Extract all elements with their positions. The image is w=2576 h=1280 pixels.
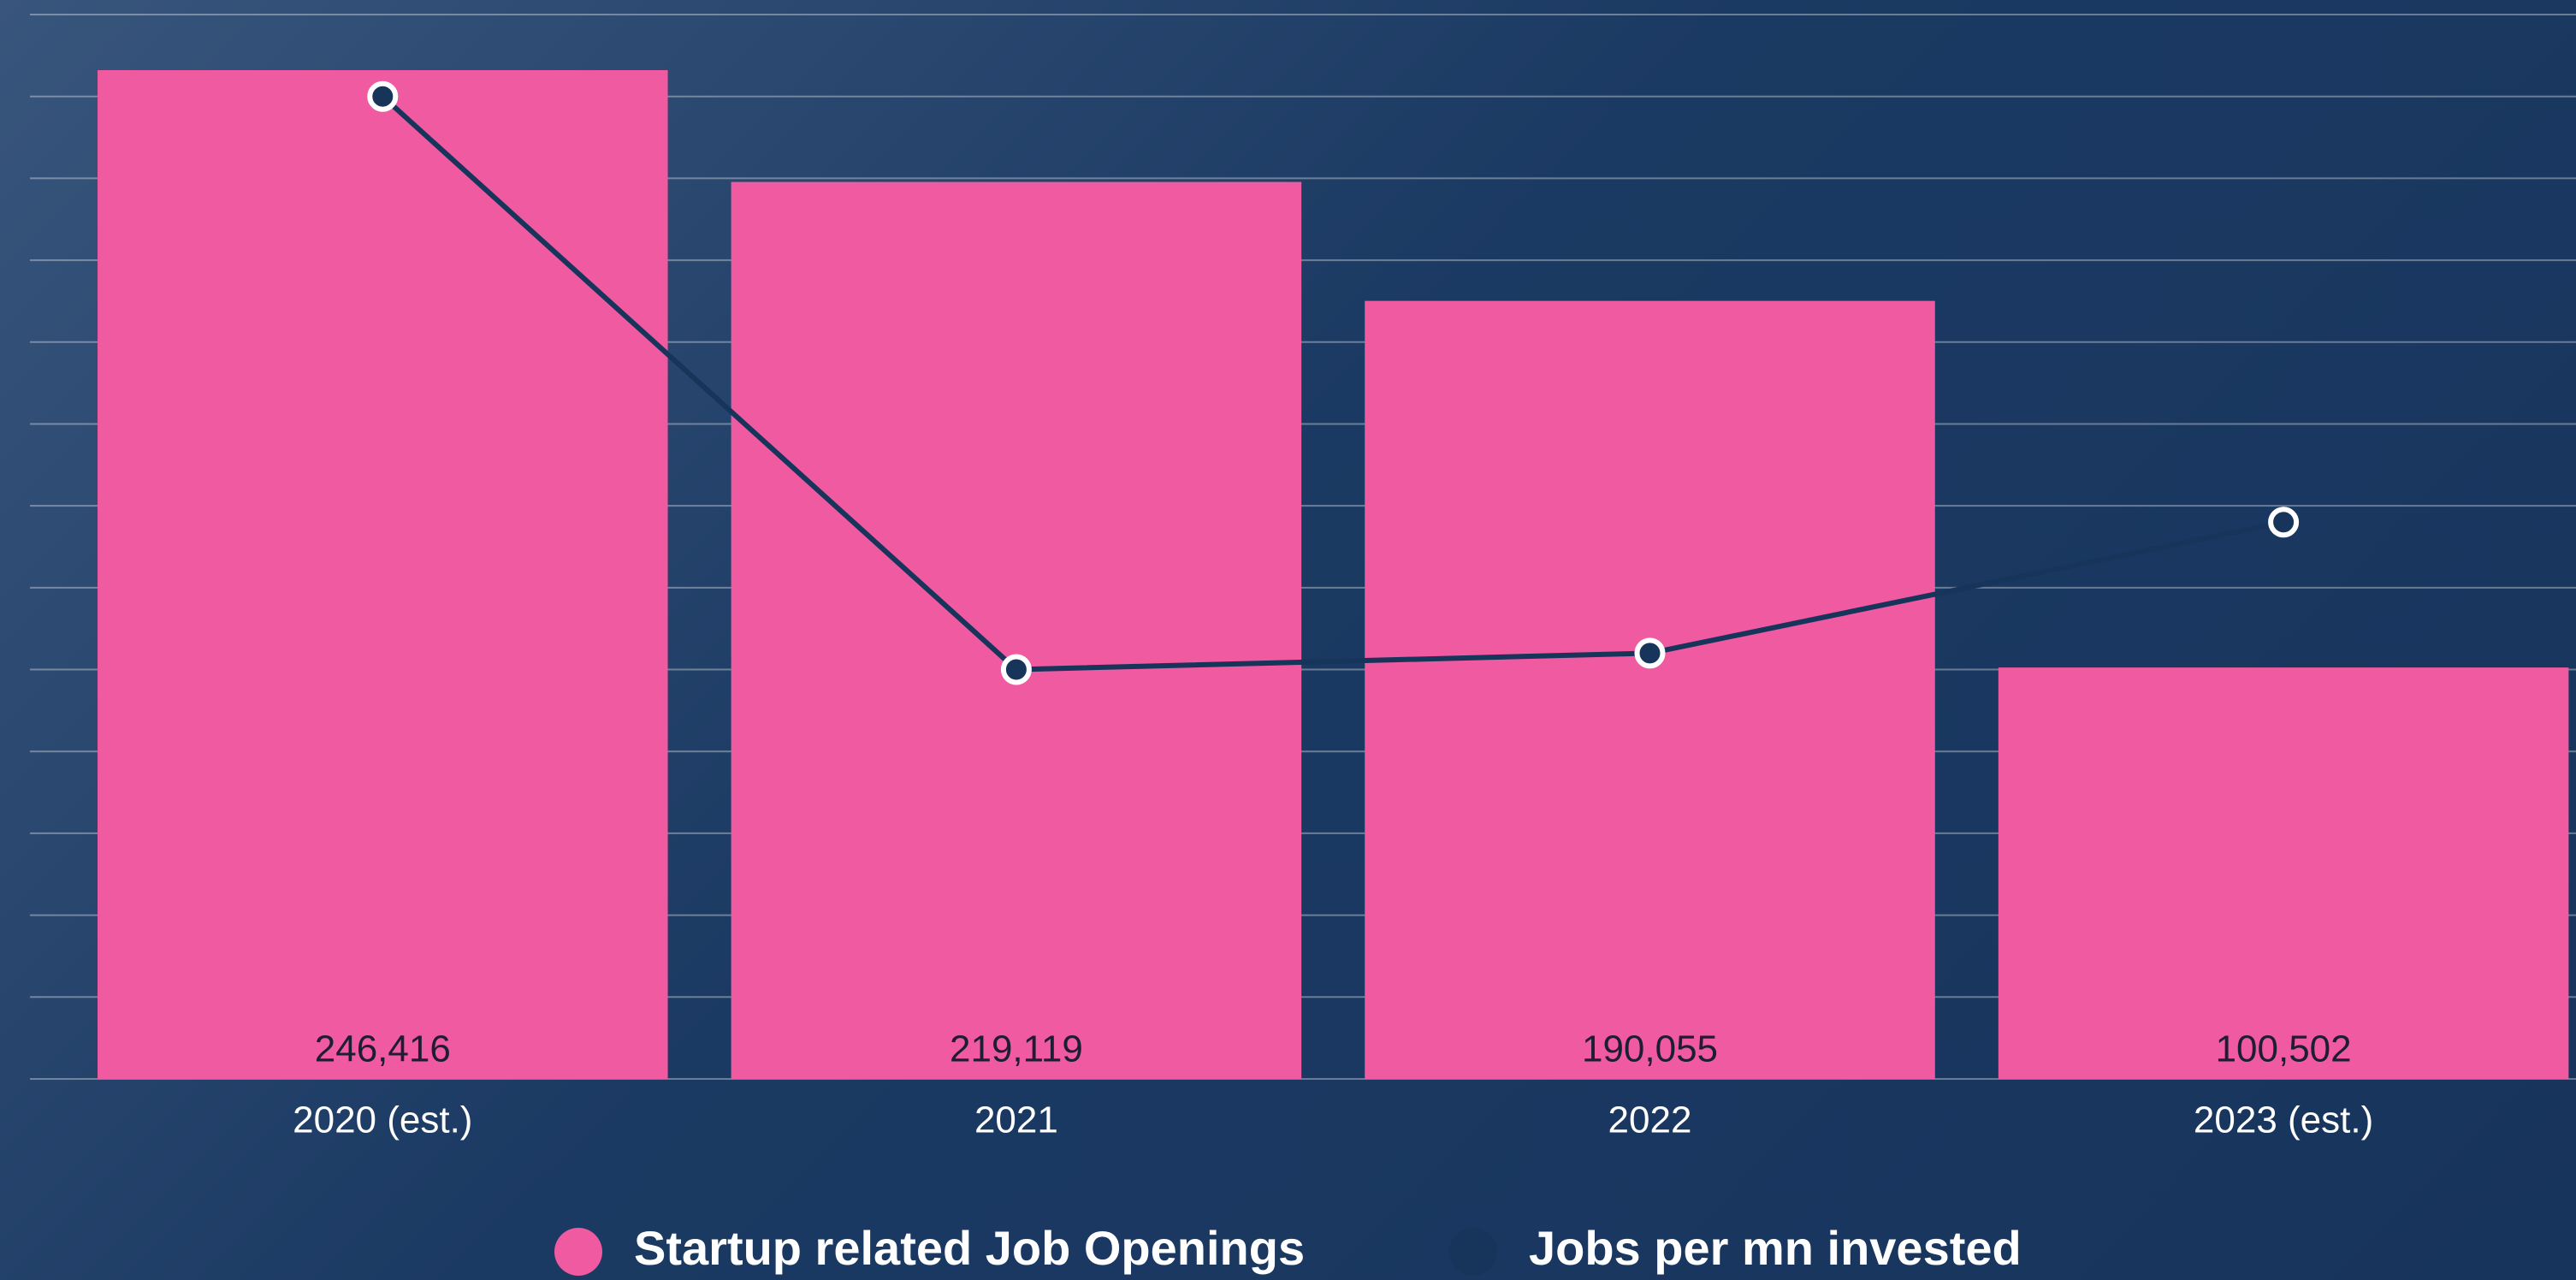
value-label: 246,416 <box>315 1028 451 1070</box>
legend-marker <box>1449 1228 1497 1276</box>
line-point <box>1000 654 1032 685</box>
x-tick-label: 2020 (est.) <box>293 1099 472 1141</box>
line-point <box>2268 507 2300 538</box>
legend-label: Startup related Job Openings <box>634 1221 1305 1275</box>
bar <box>1998 667 2569 1079</box>
legend-label: Jobs per mn invested <box>1529 1221 2022 1275</box>
value-label: 100,502 <box>2216 1028 2352 1070</box>
value-label: 219,119 <box>950 1028 1083 1070</box>
line-point <box>367 80 399 112</box>
value-label: 190,055 <box>1582 1028 1718 1070</box>
x-tick-label: 2022 <box>1608 1099 1692 1141</box>
x-tick-label: 2023 (est.) <box>2194 1099 2373 1141</box>
legend-marker <box>554 1228 602 1276</box>
bar <box>98 69 668 1079</box>
line <box>381 94 2284 673</box>
bar <box>731 181 1302 1080</box>
bar <box>1365 300 1935 1079</box>
x-tick-label: 2021 <box>974 1099 1058 1141</box>
line-point <box>1634 637 1666 669</box>
